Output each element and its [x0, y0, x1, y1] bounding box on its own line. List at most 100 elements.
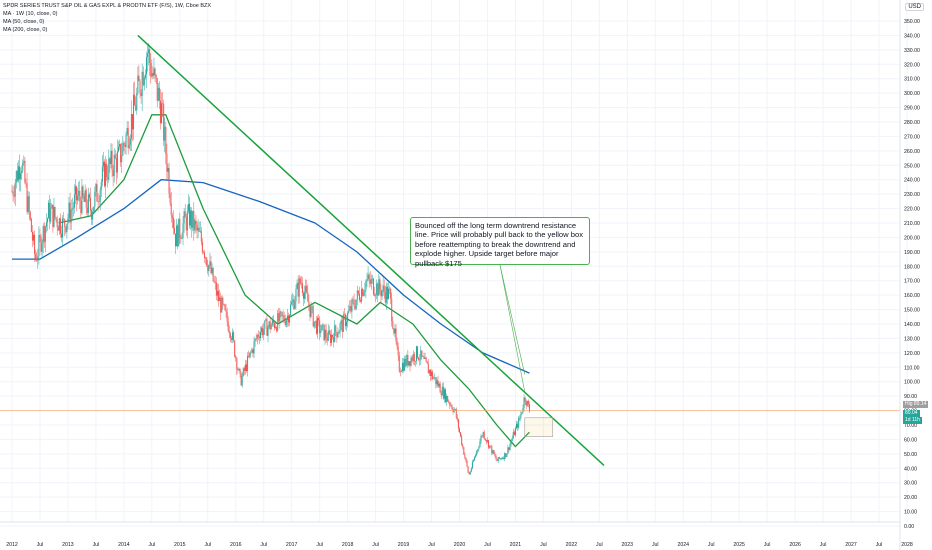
candle-body	[183, 211, 185, 224]
candle-body	[304, 292, 306, 299]
candle-body	[95, 184, 97, 192]
candle-body	[120, 144, 122, 163]
indicator-ma-200-label[interactable]: MA (200, close, 0)	[3, 27, 48, 33]
candle-body	[349, 306, 351, 311]
candle-body	[385, 286, 387, 303]
x-tick-label: 2026	[789, 542, 801, 548]
candle-body	[96, 184, 98, 202]
candle-body	[505, 453, 507, 457]
candle-body	[99, 189, 101, 202]
candle-body	[42, 225, 44, 244]
candle-body	[341, 320, 343, 332]
candle-body	[313, 321, 315, 327]
candle-body	[370, 279, 372, 284]
candle-body	[200, 231, 202, 242]
candle-body	[347, 312, 349, 322]
candle-body	[275, 327, 277, 329]
candle-body	[221, 297, 223, 313]
candle-body	[259, 332, 261, 339]
candle-body	[176, 225, 178, 247]
candle-body	[322, 324, 324, 326]
candle-body	[425, 357, 427, 362]
candle-body	[463, 447, 465, 455]
candle-body	[512, 431, 514, 439]
candle-body	[499, 458, 501, 459]
candle-body	[439, 383, 441, 393]
candle-body	[179, 218, 181, 238]
candle-body	[68, 202, 70, 218]
candle-body	[52, 204, 54, 227]
candle-body	[88, 194, 90, 198]
candle-body	[340, 320, 342, 324]
ma-50-path	[58, 114, 530, 448]
candle-body	[431, 371, 433, 377]
x-tick-label: Jul	[37, 542, 44, 548]
candle-body	[212, 267, 214, 282]
candle-body	[404, 358, 406, 371]
candle-body	[516, 423, 518, 429]
y-tick-label: 290.00	[904, 106, 920, 112]
candle-body	[527, 400, 529, 405]
candle-body	[371, 278, 373, 280]
candle-body	[477, 449, 479, 451]
annotation-callout[interactable]: Bounced off the long term downtrend resi…	[410, 217, 590, 268]
candle-body	[298, 278, 300, 297]
candle-body	[14, 182, 16, 197]
candle-body	[415, 346, 417, 361]
candle-body	[291, 301, 293, 305]
candle-body	[168, 167, 170, 194]
candle-body	[440, 392, 442, 396]
candle-body	[457, 419, 459, 429]
candle-body	[292, 299, 294, 302]
candle-body	[72, 207, 74, 209]
candle-body	[493, 450, 495, 455]
indicator-ma-50-label[interactable]: MA (50, close, 0)	[3, 19, 45, 25]
candle-body	[446, 396, 448, 402]
candle-body	[143, 78, 145, 86]
candle-body	[361, 288, 363, 302]
candle-body	[48, 202, 50, 219]
candle-body	[145, 56, 147, 75]
candle-body	[266, 319, 268, 336]
candle-body	[180, 237, 182, 239]
candle-body	[367, 274, 369, 280]
candle-body	[321, 324, 323, 332]
candle-body	[311, 306, 313, 307]
candle-body	[273, 323, 275, 329]
y-tick-label: 70.00	[904, 423, 917, 429]
candle-body	[503, 457, 505, 459]
candle-body	[379, 279, 381, 290]
candle-body	[62, 218, 64, 238]
candle-body	[252, 349, 254, 354]
price-axis: 350.00 340.00 330.00 320.00 310.00 300.00 290.…	[899, 0, 920, 550]
candle-body	[468, 472, 470, 475]
candle-body	[328, 330, 330, 334]
chart-grid	[0, 0, 908, 527]
candle-body	[234, 340, 236, 357]
y-tick-label: 180.00	[904, 264, 920, 270]
candle-body	[59, 218, 61, 234]
candle-body	[277, 313, 279, 331]
candle-body	[386, 286, 388, 300]
candle-body	[294, 301, 296, 309]
candle-body	[107, 176, 109, 180]
candle-body	[502, 457, 504, 459]
candle-body	[450, 405, 452, 406]
candle-body	[151, 73, 153, 77]
indicator-ma-10-label[interactable]: MA · 1W (10, close, 0)	[3, 11, 58, 17]
candle-body	[26, 183, 28, 212]
candle-body	[122, 143, 124, 156]
x-tick-label: 2024	[677, 542, 689, 548]
candle-body	[435, 377, 437, 385]
candle-body	[222, 297, 224, 305]
currency-selector[interactable]: USD	[905, 3, 924, 11]
candle-body	[403, 362, 405, 371]
candle-body	[79, 190, 81, 201]
candle-body	[412, 354, 414, 361]
candle-body	[526, 400, 528, 406]
candle-body	[106, 163, 108, 177]
y-tick-label: 210.00	[904, 221, 920, 227]
candle-body	[427, 363, 429, 374]
candle-body	[238, 368, 240, 371]
